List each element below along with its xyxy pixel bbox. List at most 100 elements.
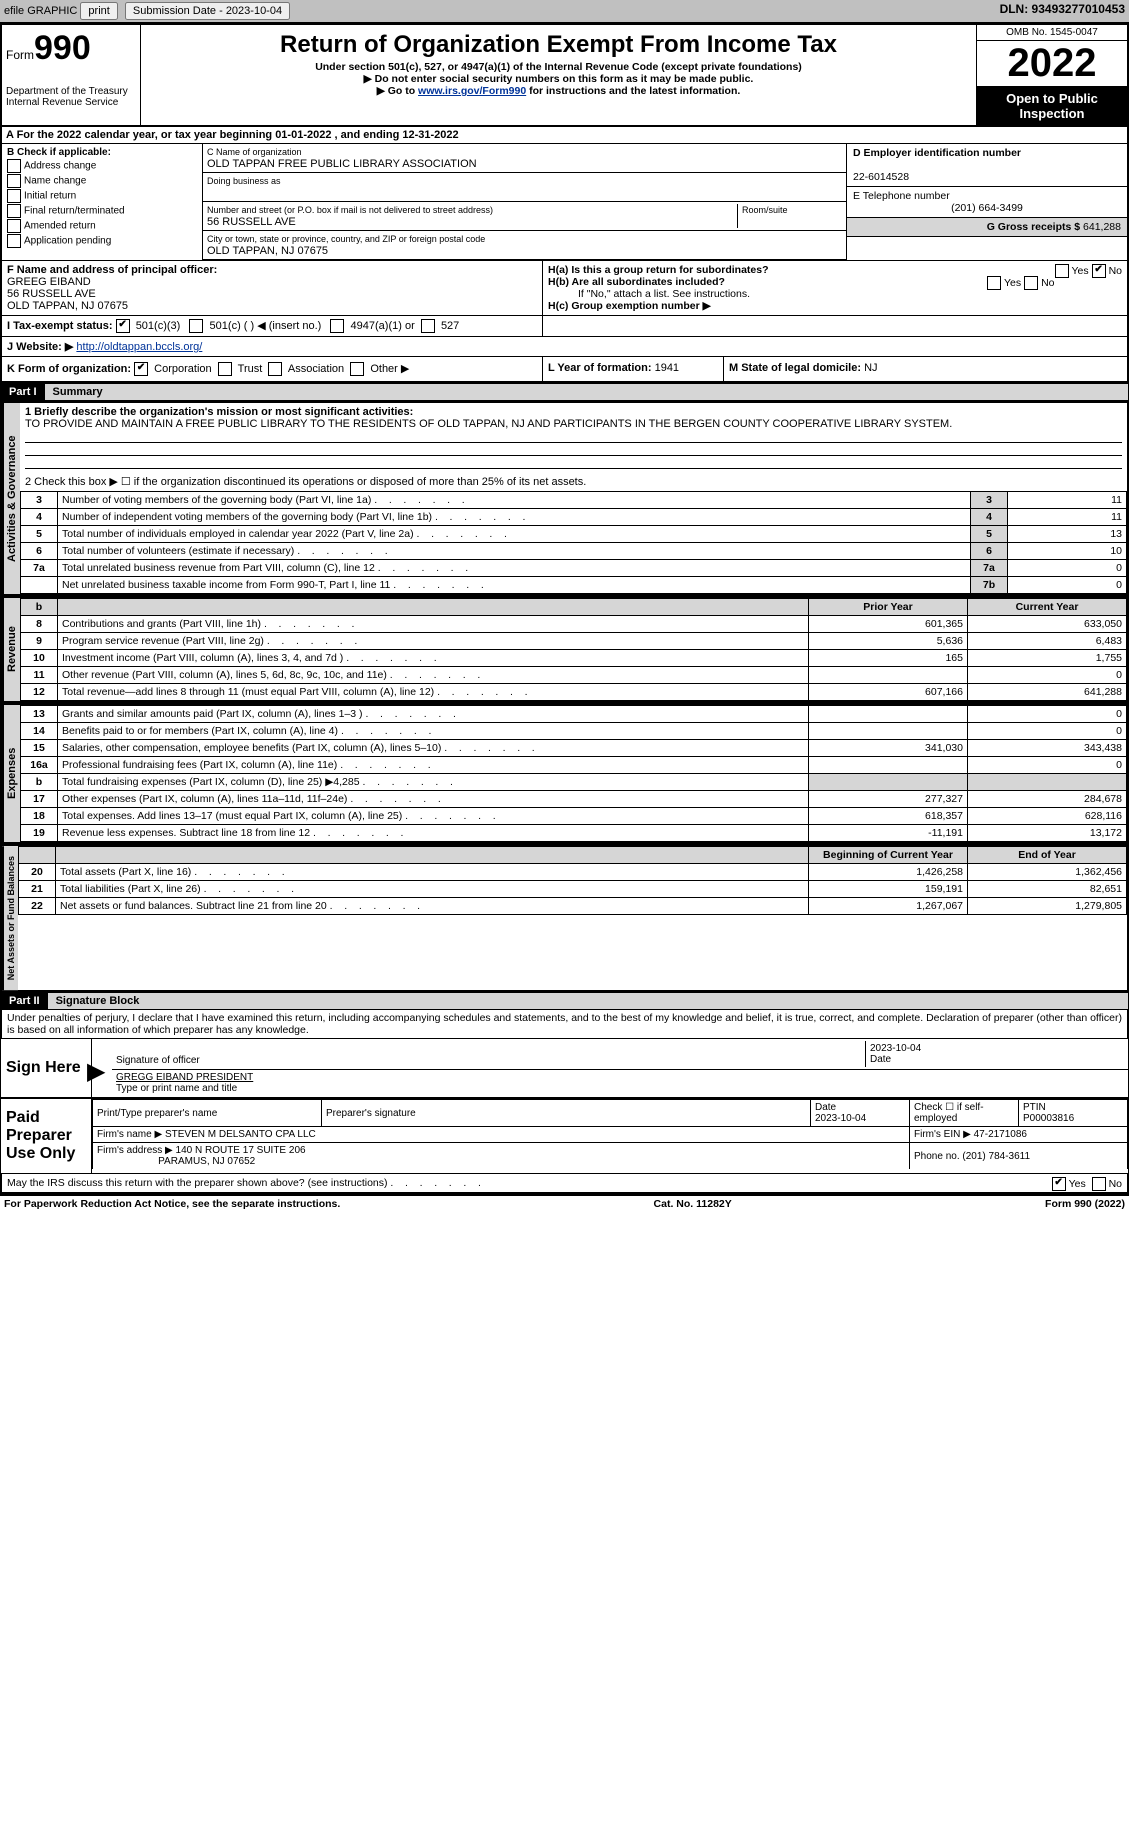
begin-year-header: Beginning of Current Year: [809, 847, 968, 864]
website-link[interactable]: http://oldtappan.bccls.org/: [76, 341, 202, 353]
checkbox-icon[interactable]: [1024, 276, 1038, 290]
part2-header: Part II Signature Block: [0, 992, 1129, 1010]
line1-label: 1 Briefly describe the organization's mi…: [25, 406, 413, 418]
officer-addr2: OLD TAPPAN, NJ 07675: [7, 300, 128, 312]
sub3-post: for instructions and the latest informat…: [526, 85, 740, 97]
table-row: bTotal fundraising expenses (Part IX, co…: [21, 774, 1127, 791]
checkbox-icon[interactable]: [7, 204, 21, 218]
table-row: 14Benefits paid to or for members (Part …: [21, 723, 1127, 740]
checkbox-icon[interactable]: [1055, 264, 1069, 278]
prep-date-label: Date: [815, 1102, 836, 1113]
expenses-table: 13Grants and similar amounts paid (Part …: [20, 705, 1127, 842]
header-right: OMB No. 1545-0047 2022 Open to Public In…: [976, 25, 1127, 125]
table-row: 9Program service revenue (Part VIII, lin…: [21, 633, 1127, 650]
b-opt-5: Application pending: [24, 236, 111, 247]
divider: [25, 442, 1122, 443]
netassets-label: Net Assets or Fund Balances: [2, 846, 18, 990]
firm-name-label: Firm's name ▶: [97, 1129, 162, 1140]
paid-preparer-block: Paid Preparer Use Only Print/Type prepar…: [0, 1098, 1129, 1174]
prior-year-header: Prior Year: [809, 599, 968, 616]
pra-notice: For Paperwork Reduction Act Notice, see …: [4, 1198, 340, 1210]
g-label: G Gross receipts $: [987, 221, 1080, 233]
table-row: 4Number of independent voting members of…: [21, 509, 1127, 526]
b-opt-0: Address change: [24, 161, 96, 172]
part1-header: Part I Summary: [0, 383, 1129, 401]
4947-label: 4947(a)(1) or: [351, 320, 415, 332]
527-label: 527: [441, 320, 459, 332]
typed-label: Type or print name and title: [116, 1083, 237, 1094]
irs-link[interactable]: www.irs.gov/Form990: [418, 85, 526, 97]
table-row: 16aProfessional fundraising fees (Part I…: [21, 757, 1127, 774]
j-label: J Website: ▶: [7, 341, 76, 353]
room-label: Room/suite: [742, 205, 788, 215]
b-opt-1: Name change: [24, 176, 86, 187]
sig-officer-label: Signature of officer: [116, 1055, 200, 1066]
501c3-label: 501(c)(3): [136, 320, 181, 332]
sig-date: 2023-10-04: [870, 1043, 921, 1054]
form-number: 990: [34, 29, 91, 67]
summary-section: Activities & Governance 1 Briefly descri…: [0, 401, 1129, 596]
checkbox-icon[interactable]: [189, 319, 203, 333]
checkbox-icon[interactable]: [268, 362, 282, 376]
cat-no: Cat. No. 11282Y: [654, 1198, 732, 1210]
table-row: 3Number of voting members of the governi…: [21, 492, 1127, 509]
b-opt-2: Initial return: [24, 191, 76, 202]
form-word: Form: [6, 48, 34, 62]
street-address: 56 RUSSELL AVE: [207, 216, 296, 228]
subtitle-2: ▶ Do not enter social security numbers o…: [145, 73, 972, 85]
k-assoc: Association: [288, 363, 344, 375]
checkbox-icon[interactable]: [330, 319, 344, 333]
d-label: D Employer identification number: [853, 147, 1021, 159]
checkbox-icon[interactable]: [7, 159, 21, 173]
typed-name: GREGG EIBAND PRESIDENT: [116, 1072, 253, 1083]
c-name-label: C Name of organization: [207, 147, 302, 157]
year-formation: 1941: [655, 362, 679, 374]
table-row: 18Total expenses. Add lines 13–17 (must …: [21, 808, 1127, 825]
l-label: L Year of formation:: [548, 362, 652, 374]
arrow-icon: [92, 1039, 112, 1097]
dept-label: Department of the Treasury: [6, 86, 136, 97]
firm-ein: 47-2171086: [974, 1129, 1027, 1140]
form-header: Form990 Department of the Treasury Inter…: [0, 23, 1129, 127]
current-year-header: Current Year: [968, 599, 1127, 616]
table-row: 10Investment income (Part VIII, column (…: [21, 650, 1127, 667]
checkbox-icon[interactable]: [421, 319, 435, 333]
table-row: 11Other revenue (Part VIII, column (A), …: [21, 667, 1127, 684]
part2-label: Part II: [1, 993, 48, 1009]
gross-receipts: 641,288: [1083, 221, 1121, 233]
checkbox-icon[interactable]: [7, 219, 21, 233]
checkbox-icon[interactable]: [7, 174, 21, 188]
i-label: I Tax-exempt status:: [7, 320, 113, 332]
table-row: 15Salaries, other compensation, employee…: [21, 740, 1127, 757]
prep-date: 2023-10-04: [815, 1113, 866, 1124]
checkbox-icon[interactable]: [1092, 1177, 1106, 1191]
checkbox-icon[interactable]: [218, 362, 232, 376]
org-name: OLD TAPPAN FREE PUBLIC LIBRARY ASSOCIATI…: [207, 158, 477, 170]
table-row: 21Total liabilities (Part X, line 26)159…: [19, 881, 1127, 898]
header-left: Form990 Department of the Treasury Inter…: [2, 25, 141, 125]
print-button[interactable]: print: [80, 2, 117, 20]
firm-addr1: 140 N ROUTE 17 SUITE 206: [176, 1145, 306, 1156]
netassets-section: Net Assets or Fund Balances Beginning of…: [0, 844, 1129, 992]
part2-title: Signature Block: [48, 993, 1128, 1009]
subtitle-1: Under section 501(c), 527, or 4947(a)(1)…: [145, 61, 972, 73]
501c-label: 501(c) ( ) ◀ (insert no.): [210, 320, 322, 332]
checkbox-icon[interactable]: [987, 276, 1001, 290]
checkbox-icon[interactable]: [7, 189, 21, 203]
column-c: C Name of organization OLD TAPPAN FREE P…: [203, 144, 846, 260]
checkbox-icon[interactable]: [350, 362, 364, 376]
sign-here-label: Sign Here: [1, 1039, 92, 1097]
mission-text: TO PROVIDE AND MAINTAIN A FREE PUBLIC LI…: [25, 418, 952, 430]
submission-date-button[interactable]: Submission Date - 2023-10-04: [125, 2, 290, 20]
state-domicile: NJ: [864, 362, 877, 374]
declaration-text: Under penalties of perjury, I declare th…: [0, 1010, 1129, 1038]
revenue-table: bPrior YearCurrent Year 8Contributions a…: [20, 598, 1127, 701]
table-row: 20Total assets (Part X, line 16)1,426,25…: [19, 864, 1127, 881]
checkbox-icon[interactable]: [7, 234, 21, 248]
check-self: Check ☐ if self-employed: [914, 1102, 984, 1124]
topbar: efile GRAPHIC print Submission Date - 20…: [0, 0, 1129, 23]
dba-label: Doing business as: [207, 176, 281, 186]
table-row: 7aTotal unrelated business revenue from …: [21, 560, 1127, 577]
e-label: E Telephone number: [853, 190, 950, 202]
form-title: Return of Organization Exempt From Incom…: [145, 31, 972, 59]
